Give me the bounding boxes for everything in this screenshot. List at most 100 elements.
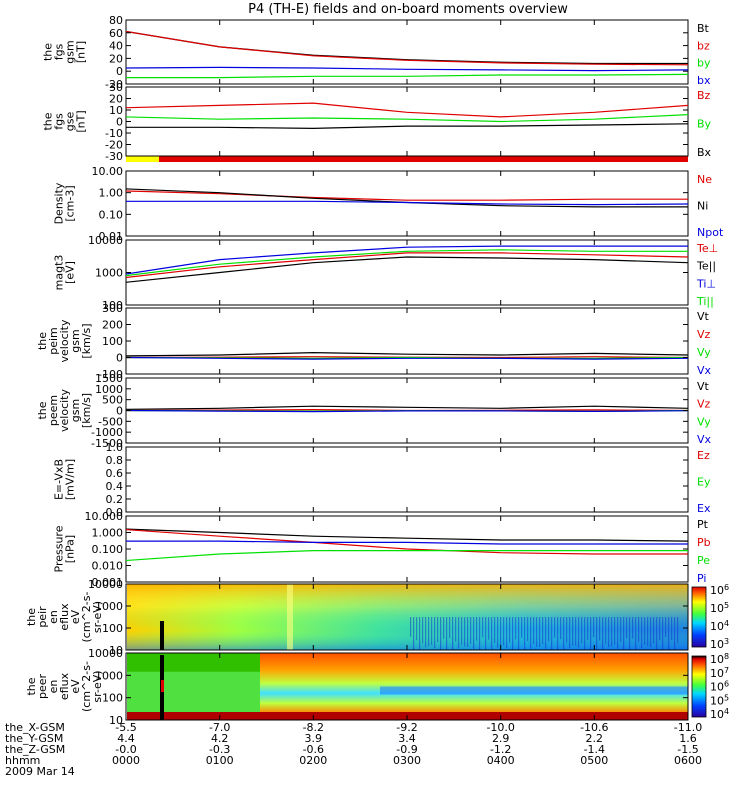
spectrogram-streak — [491, 617, 493, 650]
spectrogram-streak — [542, 617, 544, 645]
y-axis-label: velocity — [58, 389, 71, 432]
y-axis-label: eV — [69, 679, 82, 694]
y-tick-label: 10 — [109, 714, 123, 727]
spectrogram-streak — [638, 617, 640, 642]
spectrogram-band — [287, 584, 293, 650]
y-tick-label: 1.0 — [106, 441, 124, 454]
panel-frame — [125, 307, 689, 375]
legend-entry: Vt — [697, 380, 710, 393]
footer-value: -1.5 — [677, 743, 698, 756]
y-axis-label: the — [36, 401, 49, 419]
y-tick-label: 0 — [116, 65, 123, 78]
spectrogram-streak — [590, 617, 592, 650]
panel-peir_spectrogram: 106 105 104 103 10000 1000 100 10 thepeireneflux… — [25, 578, 729, 657]
spectrogram-streak — [458, 617, 460, 649]
y-tick-label: 0.6 — [106, 467, 124, 480]
spectrogram-streak — [449, 617, 451, 639]
spectrogram-streak — [473, 617, 475, 649]
spectrogram-streak — [569, 617, 571, 648]
y-tick-label: 100 — [102, 692, 123, 705]
series-line-Ne — [125, 190, 688, 201]
y-axis-label: [eV] — [64, 261, 77, 284]
panel-temperature: 10000 1000 100 magt3[eV] Te⊥ Te|| Ti⊥ Ti|| — [53, 234, 719, 312]
y-tick-label: 30 — [109, 81, 123, 94]
spectrogram-streak — [494, 617, 496, 643]
legend-entry: Vy — [697, 346, 711, 359]
footer-value: 0000 — [112, 754, 140, 767]
series-line-Bz — [125, 102, 689, 118]
spectrogram-streak — [455, 617, 457, 642]
y-axis-label: eV — [69, 609, 82, 624]
legend-entry: Ti⊥ — [696, 277, 716, 290]
spectrogram-streak — [575, 617, 577, 646]
y-tick-label: 1.000 — [92, 527, 124, 540]
panel-frame — [125, 446, 689, 513]
spectrogram-streak — [518, 617, 520, 650]
spectrogram-streak — [461, 617, 463, 645]
spectrogram-streak — [581, 617, 583, 644]
spectrogram-streak — [530, 617, 532, 649]
spectrogram-streak — [572, 617, 574, 646]
spectrogram-streak — [665, 617, 667, 637]
spectrogram-streak — [419, 617, 421, 650]
y-axis-label: eflux — [58, 672, 71, 700]
series-line-Bt — [125, 30, 688, 65]
footer-row-label: 2009 Mar 14 — [5, 765, 75, 778]
spectrogram-streak — [440, 617, 442, 650]
spectrogram-streak — [506, 617, 508, 648]
y-tick-label: -1000 — [91, 426, 123, 439]
series-line-by — [126, 73, 689, 79]
spectrogram-streak — [596, 617, 598, 650]
spectrogram-streak — [452, 617, 454, 650]
footer-value: 3.4 — [398, 732, 416, 745]
y-axis-label: gsm — [69, 329, 82, 352]
footer-value: -1.2 — [490, 743, 511, 756]
spectrogram-streak — [476, 617, 478, 641]
y-tick-label: 1000 — [95, 383, 123, 396]
spectrogram-streak — [545, 617, 547, 649]
spectrogram-streak — [566, 617, 568, 643]
legend-entry: Bx — [697, 146, 712, 159]
spectrogram-streak — [413, 617, 415, 650]
series-line-Bx — [126, 123, 689, 130]
spectrogram-streak — [482, 617, 484, 638]
y-tick-label: -30 — [105, 150, 123, 163]
spectrogram-streak — [479, 617, 481, 650]
y-tick-label: 10000 — [88, 647, 123, 660]
spectrogram-streak — [470, 617, 472, 644]
figure-title: P4 (TH-E) fields and on-board moments ov… — [248, 2, 568, 17]
colorbar-tick-label: 105 — [710, 601, 729, 615]
spectrogram-streak — [614, 617, 616, 645]
legend-entry: Vz — [697, 398, 711, 411]
footer-row-label: the_Y-GSM — [5, 732, 63, 745]
spectrogram-streak — [668, 617, 670, 650]
y-axis-label: [nT] — [75, 41, 88, 63]
legend-entry: Te⊥ — [696, 242, 718, 255]
series-line-bz — [125, 30, 689, 66]
y-axis-label: (cm^2-s- — [80, 592, 93, 643]
y-axis-label: peer — [36, 674, 49, 700]
legend-entry: Ne — [697, 173, 712, 186]
y-tick-label: 1000 — [95, 600, 123, 613]
y-axis-label: velocity — [58, 319, 71, 362]
spectrogram-streak — [644, 617, 646, 645]
legend-entry: Ez — [697, 449, 710, 462]
colorbar-tick-label: 104 — [710, 707, 729, 721]
spectrogram-streak — [599, 617, 601, 641]
y-tick-label: 10.000 — [85, 510, 124, 523]
series-line-Vt — [125, 351, 689, 357]
footer-value: -9.2 — [396, 721, 417, 734]
y-axis-label: [km/s] — [80, 323, 93, 358]
y-axis-label: gsm — [64, 40, 77, 63]
spectrogram-streak — [497, 617, 499, 648]
panel-pressure: 10.000 1.000 0.100 0.010 0.001 Pressure[nPa] P… — [53, 510, 711, 589]
footer-value: -7.0 — [209, 721, 230, 734]
series-line-Pe — [125, 549, 688, 562]
y-axis-label: fgs — [53, 113, 66, 130]
y-tick-label: -20 — [105, 139, 123, 152]
spectrogram-streak — [524, 617, 526, 650]
spectrogram-streak — [584, 617, 586, 650]
footer-row-label: hhmm — [5, 754, 40, 767]
